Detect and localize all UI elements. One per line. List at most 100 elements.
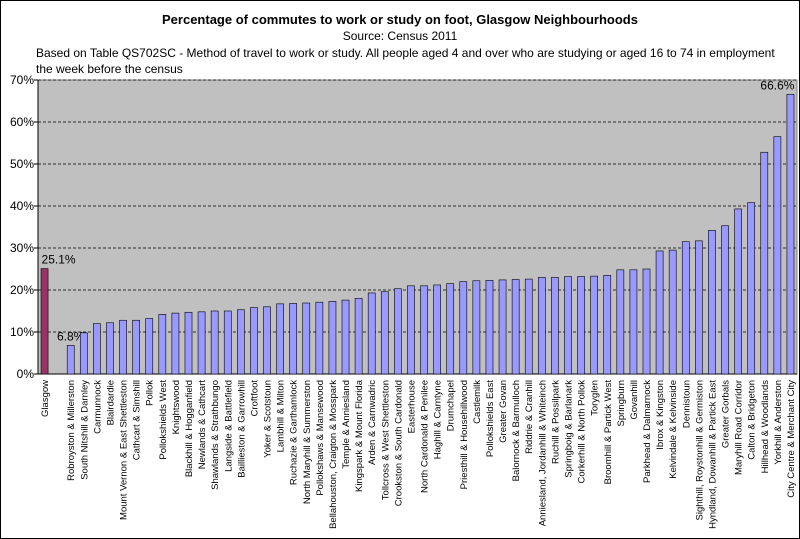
bar bbox=[446, 283, 455, 375]
x-tick-label: Knightswood bbox=[171, 380, 182, 434]
x-tick-label: Toryglen bbox=[590, 380, 601, 416]
bar bbox=[511, 279, 520, 375]
bar bbox=[695, 240, 703, 375]
bar bbox=[132, 319, 140, 375]
y-tick-label: 40% bbox=[10, 199, 34, 213]
bar bbox=[40, 268, 49, 375]
chart-title: Percentage of commutes to work or study … bbox=[162, 12, 638, 27]
bar bbox=[354, 298, 363, 375]
bar bbox=[263, 306, 271, 375]
bar bbox=[459, 281, 468, 375]
x-tick-label: Kingspark & Mount Florida bbox=[354, 379, 365, 492]
x-tick-label: Pollokshaws & Mansewood bbox=[315, 380, 326, 496]
x-tick-label: Balornock & Barmulloch bbox=[511, 380, 522, 481]
bar bbox=[616, 269, 625, 375]
bar bbox=[79, 332, 88, 375]
x-tick-label: Priesthill & Househillwood bbox=[459, 380, 470, 489]
x-tick-label: Langside & Battlefield bbox=[223, 380, 234, 472]
x-tick-label: North Cardonald & Penilee bbox=[420, 380, 431, 493]
y-tick-label: 50% bbox=[10, 157, 34, 171]
y-tick-label: 30% bbox=[10, 241, 34, 255]
bar bbox=[786, 93, 795, 375]
bar bbox=[171, 312, 180, 375]
bar bbox=[223, 310, 232, 375]
bar bbox=[93, 323, 101, 375]
x-tick-label: North Maryhill & Summerston bbox=[302, 380, 313, 504]
y-tick-label: 60% bbox=[10, 115, 34, 129]
bar bbox=[302, 302, 311, 375]
data-label: 66.6% bbox=[760, 78, 794, 92]
bar bbox=[760, 151, 769, 375]
bar bbox=[655, 250, 664, 375]
bar bbox=[367, 292, 376, 375]
x-tick-label: Haghill & Carntyne bbox=[433, 380, 444, 459]
x-tick-label: Blairdardie bbox=[105, 380, 116, 425]
bar bbox=[564, 276, 572, 375]
note-line: the week before the census bbox=[36, 62, 183, 76]
x-tick-label: Shawlands & Strathbungo bbox=[210, 380, 221, 490]
bar bbox=[420, 285, 428, 375]
bar bbox=[498, 279, 507, 375]
x-tick-label: Yorkhill & Anderston bbox=[773, 380, 784, 465]
x-tick-label: Govanhill bbox=[629, 380, 640, 420]
bar bbox=[328, 301, 337, 375]
bar bbox=[289, 303, 298, 375]
x-tick-label: Blackhill & Hogganfield bbox=[184, 380, 195, 477]
x-tick-label: Cathcart & Simshill bbox=[132, 380, 143, 460]
x-tick-label: Mount Vernon & East Shettleston bbox=[119, 380, 130, 520]
bar bbox=[145, 318, 154, 375]
x-tick-label: Sighthill, Roystonhill & Germiston bbox=[694, 380, 705, 520]
x-tick-label: Hillhead & Woodlands bbox=[760, 380, 771, 474]
bar bbox=[106, 322, 114, 375]
x-tick-label: Castlemilk bbox=[472, 380, 483, 424]
x-tick-label: Greater Govan bbox=[498, 380, 509, 443]
bar bbox=[734, 208, 742, 375]
x-tick-label: Parkhead & Dalmarnock bbox=[642, 380, 653, 483]
note-line: Based on Table QS702SC - Method of trave… bbox=[36, 46, 775, 60]
bar bbox=[184, 311, 193, 375]
x-tick-label: Maryhill Road Corridor bbox=[734, 380, 745, 475]
x-tick-label: Drumchapel bbox=[446, 380, 457, 431]
bar bbox=[708, 230, 716, 375]
x-tick-label: Broomhill & Partick West bbox=[603, 380, 614, 485]
data-label: 25.1% bbox=[42, 253, 76, 267]
x-tick-label: Corkerhill & North Pollok bbox=[577, 380, 588, 484]
bar bbox=[577, 276, 585, 375]
x-tick-label: Arden & Carnwadric bbox=[367, 380, 378, 465]
bar bbox=[747, 202, 756, 375]
bar bbox=[642, 268, 651, 375]
bar bbox=[276, 303, 284, 375]
bar bbox=[315, 301, 324, 375]
x-tick-label: Yoker & Scotstoun bbox=[263, 380, 274, 458]
x-tick-label: Baillieston & Garrowhill bbox=[236, 380, 247, 478]
x-tick-label: Ibrox & Kingston bbox=[655, 380, 666, 450]
x-tick-label: City Centre & Merchant City bbox=[786, 380, 797, 498]
bar bbox=[629, 269, 638, 375]
bar bbox=[407, 285, 415, 375]
bar bbox=[524, 278, 533, 375]
x-tick-label: Greater Gorbals bbox=[721, 380, 732, 448]
x-tick-label: Springburn bbox=[616, 380, 627, 426]
x-tick-label: Springboig & Barlanark bbox=[563, 380, 574, 478]
bar bbox=[250, 307, 258, 375]
y-tick-label: 20% bbox=[10, 283, 34, 297]
x-tick-label: Pollokshields East bbox=[485, 380, 496, 457]
x-tick-label: South Nitshill & Darnley bbox=[79, 380, 90, 480]
x-tick-label: Bellahouston, Craigton & Mosspark bbox=[328, 380, 339, 529]
y-tick-label: 70% bbox=[10, 73, 34, 87]
x-tick-label: Pollokshields West bbox=[158, 380, 169, 460]
y-tick-label: 10% bbox=[10, 325, 34, 339]
bar bbox=[380, 291, 389, 375]
bar bbox=[394, 288, 402, 375]
x-tick-label: Anniesland, Jordanhill & Whiteinch bbox=[537, 380, 548, 526]
bar bbox=[158, 314, 167, 375]
x-tick-label: Hyndland, Dowanhill & Partick East bbox=[707, 380, 718, 529]
bar bbox=[590, 275, 598, 375]
x-tick-label: Crookston & South Cardonald bbox=[393, 380, 404, 506]
y-tick-label: 0% bbox=[17, 367, 35, 381]
x-tick-label: Newlands & Cathcart bbox=[197, 380, 208, 470]
bar bbox=[537, 277, 546, 375]
bar bbox=[472, 280, 481, 375]
bar bbox=[668, 249, 677, 375]
